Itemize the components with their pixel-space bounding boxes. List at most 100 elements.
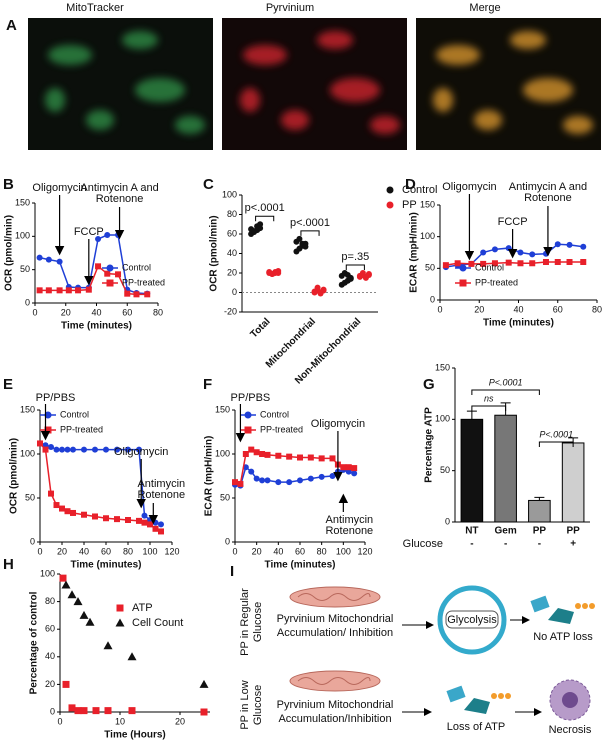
marker bbox=[307, 454, 314, 461]
marker bbox=[351, 465, 358, 472]
marker bbox=[302, 243, 309, 250]
marker bbox=[253, 449, 260, 456]
image-label: Merge bbox=[469, 2, 500, 14]
marker bbox=[286, 479, 293, 486]
y-tick-label: 0 bbox=[430, 294, 435, 304]
row-label: PP in Low bbox=[239, 680, 251, 729]
marker bbox=[314, 284, 321, 291]
panel-letter: H bbox=[3, 556, 14, 573]
bar bbox=[561, 442, 585, 523]
error-bar bbox=[466, 410, 477, 420]
y-tick-label: 0 bbox=[445, 516, 450, 526]
legend-label: Control bbox=[402, 184, 437, 196]
marker bbox=[200, 708, 208, 716]
annotation: Rotenone bbox=[325, 525, 373, 537]
marker bbox=[114, 446, 120, 453]
p-value: p=.35 bbox=[341, 251, 369, 263]
x-tick-label: PP bbox=[566, 526, 580, 537]
row-label: PP in Regular bbox=[239, 588, 251, 656]
marker bbox=[56, 258, 63, 265]
process-text: Loss of ATP bbox=[447, 721, 506, 733]
marker bbox=[95, 236, 102, 242]
panel-letter: B bbox=[3, 176, 14, 193]
marker bbox=[242, 451, 249, 457]
atp-icon bbox=[589, 603, 595, 609]
x-tick-label: 40 bbox=[79, 546, 89, 556]
marker bbox=[64, 508, 71, 515]
marker bbox=[329, 455, 336, 462]
marker bbox=[37, 440, 43, 447]
x-tick-label: PP bbox=[533, 526, 547, 537]
legend-label: PP-treated bbox=[260, 424, 303, 434]
marker bbox=[85, 286, 92, 293]
bracket bbox=[300, 230, 320, 236]
marker bbox=[53, 446, 60, 453]
marker bbox=[136, 446, 142, 453]
y-axis-label: Percentage ATP bbox=[424, 407, 435, 483]
marker bbox=[79, 610, 89, 619]
y-axis-label: Percentage of control bbox=[29, 591, 40, 694]
marker bbox=[45, 256, 52, 263]
marker bbox=[59, 446, 65, 453]
marker bbox=[103, 515, 109, 522]
atp-icon bbox=[530, 595, 550, 613]
marker bbox=[264, 477, 271, 484]
marker bbox=[53, 502, 60, 509]
marker bbox=[329, 473, 336, 479]
y-tick-label: 50 bbox=[220, 492, 230, 502]
legend-label: Control bbox=[122, 262, 151, 272]
x-tick-label: 20 bbox=[57, 546, 67, 556]
annotation: Antimycin bbox=[325, 514, 373, 526]
x-tick-label: 20 bbox=[175, 716, 185, 726]
y-tick-label: 150 bbox=[435, 362, 450, 372]
p-value: p<.0001 bbox=[245, 202, 285, 214]
marker bbox=[75, 287, 82, 294]
marker bbox=[95, 263, 102, 270]
annotation: Rotenone bbox=[137, 489, 185, 501]
marker bbox=[115, 618, 125, 627]
y-tick-label: 50 bbox=[440, 465, 450, 475]
marker bbox=[480, 249, 487, 256]
marker bbox=[257, 221, 264, 228]
marker bbox=[442, 262, 449, 269]
marker bbox=[61, 580, 71, 589]
marker bbox=[468, 260, 475, 267]
image-label: Pyrvinium bbox=[266, 2, 314, 14]
marker bbox=[67, 590, 77, 599]
marker bbox=[73, 597, 83, 606]
marker bbox=[106, 264, 114, 272]
glucose-sign: - bbox=[504, 539, 507, 550]
marker bbox=[351, 470, 358, 477]
marker bbox=[459, 264, 467, 272]
y-tick-label: 60 bbox=[45, 624, 55, 634]
marker bbox=[104, 270, 111, 277]
marker bbox=[259, 451, 266, 457]
cause-text: Accumulation/Inhibition bbox=[278, 713, 391, 725]
marker bbox=[244, 426, 252, 434]
marker bbox=[127, 652, 137, 661]
panel-letter: E bbox=[3, 376, 13, 393]
y-axis-label: ECAR (mpH/min) bbox=[409, 212, 420, 293]
marker bbox=[491, 246, 498, 253]
cause-text: Pyrvinium Mitochondrial bbox=[277, 613, 394, 625]
panel-letter: I bbox=[230, 563, 234, 580]
marker bbox=[125, 446, 131, 453]
y-tick-label: 150 bbox=[420, 199, 435, 209]
annotation: FCCP bbox=[74, 226, 104, 238]
annotation: Rotenone bbox=[96, 193, 144, 205]
y-tick-label: 0 bbox=[232, 287, 237, 297]
marker bbox=[124, 290, 131, 297]
x-tick-label: 80 bbox=[317, 546, 327, 556]
marker bbox=[70, 446, 76, 453]
x-tick-label: 0 bbox=[57, 716, 62, 726]
x-tick-label: 40 bbox=[513, 304, 523, 314]
marker bbox=[45, 287, 52, 294]
marker bbox=[36, 254, 43, 261]
x-tick-label: 60 bbox=[553, 304, 563, 314]
image-label: MitoTracker bbox=[66, 2, 124, 14]
marker bbox=[318, 473, 325, 480]
marker bbox=[68, 704, 76, 712]
x-tick-label: Gem bbox=[495, 526, 517, 537]
annotation: ns bbox=[484, 393, 494, 403]
x-tick-label: 100 bbox=[336, 546, 351, 556]
